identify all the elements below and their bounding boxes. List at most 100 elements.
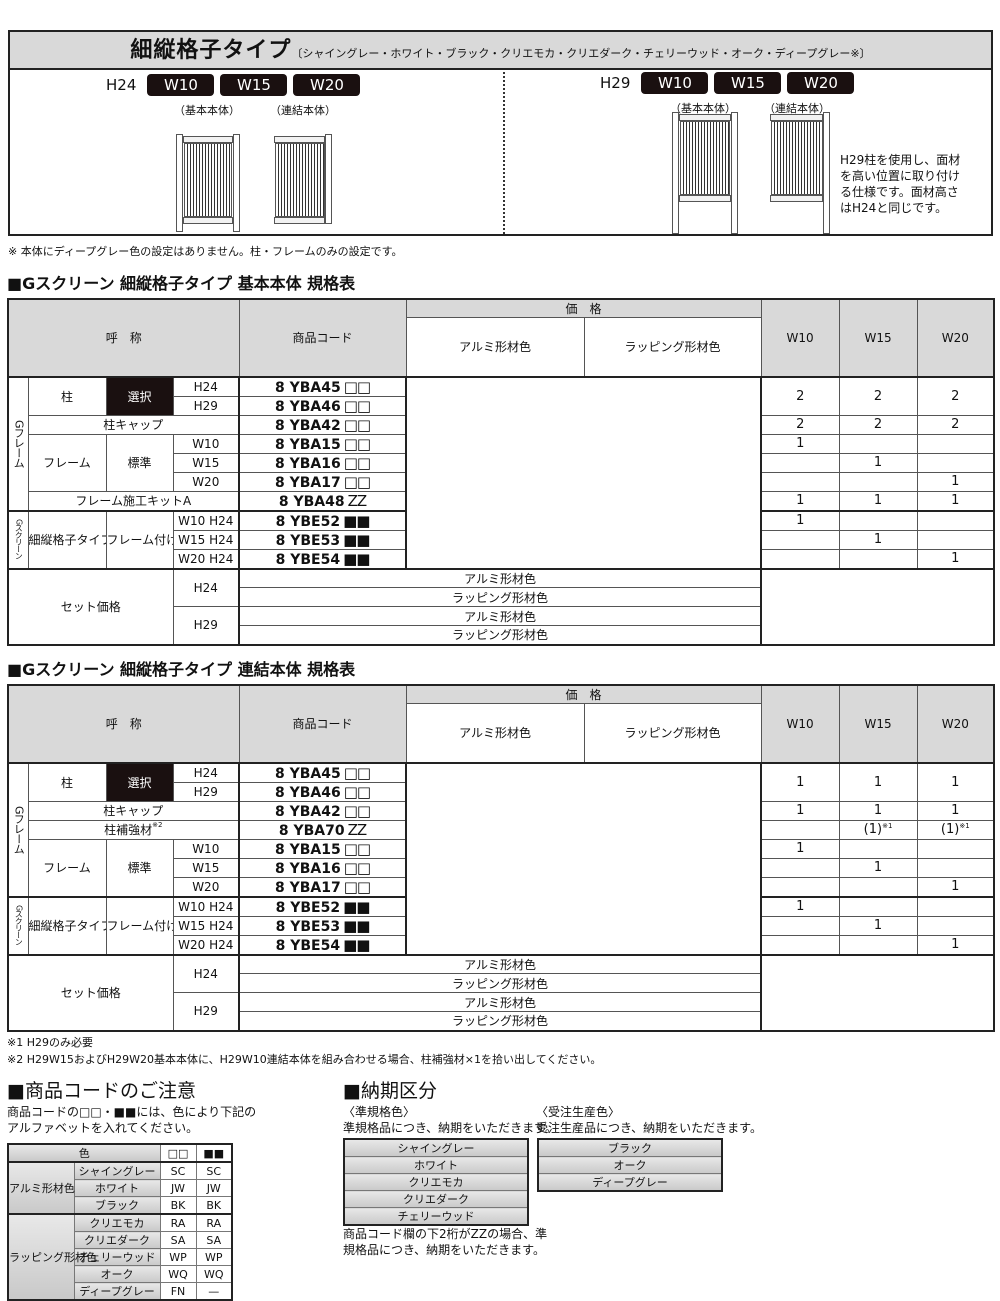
cell-text: ブラック [608,1142,652,1155]
color-name: クリエモカ [73,1213,161,1232]
color-name: オーク [73,1265,161,1283]
quantity: 1 [838,529,918,550]
table-row: ラッピング形材色 クリエモカ RA RA [7,1213,233,1301]
code-cell: 8 YBA15 □□ [238,433,408,454]
table-cell: W20 [172,876,240,897]
color-suffix: □□ [343,801,371,820]
caption-basic: （基本本体） [174,104,240,117]
cell-text: H24 [193,379,218,394]
code-cell: 8 YBA46 □□ [238,395,408,416]
cell-text: アルミ形材色 [464,995,536,1010]
list-item: ディープグレー [537,1173,723,1192]
cell-text: SA [170,1233,186,1247]
quantity: 1 [838,915,918,936]
cell-text: SA [206,1233,222,1247]
product-code: 8 YBA16 [274,860,341,877]
set-price-item: ラッピング形材色 [238,587,762,607]
table-row: セット価格 H24 アルミ形材色 [7,953,995,1031]
quantity: 2 [838,375,918,416]
quantity [838,895,918,917]
set-price-item: アルミ形材色 [238,992,762,1012]
table-row: W20 H24 8 YBE54 ■■ 1 [8,548,995,569]
quantity: 1 [916,934,995,955]
cell-text: 2 [796,388,805,404]
cell-text: 柱キャップ [103,418,164,432]
color-suffix: ZZ [347,491,368,510]
cell-text: WP [169,1250,187,1264]
color-name: チェリーウッド [73,1248,161,1266]
cell-text: W20 [941,330,969,345]
quantity [760,471,840,492]
table-cell: フレーム付け用 [105,509,174,569]
quantity [838,876,918,897]
set-price-item: アルミ形材色 [238,953,762,974]
cell-text: オーク [100,1268,134,1281]
cell-text: ラッピング形材色 [452,628,549,643]
header-code: 商品コード [238,298,407,377]
quantity [838,934,918,955]
deep-grey-footnote: ※ 本体にディープグレー色の設定はありません。柱・フレームのみの設定です。 [8,245,403,258]
cell-text: 価 格 [565,688,602,702]
cell-text: ブラック [95,1199,139,1212]
cell-text: 柱補強材 [104,823,153,837]
cell-text: アルミ形材色 [459,726,531,741]
table-cell: 柱 [27,761,107,802]
cell-text: W10 [786,716,814,731]
color-name: ディープグレー [537,1173,723,1192]
width-badge: W20 [293,74,361,96]
header-w15: W15 [838,684,918,763]
color-name: クリエダーク [73,1231,161,1249]
cell-text: クリエダーク [403,1193,469,1206]
color-name: チェリーウッド [343,1207,529,1226]
quantity: (1)※1 [916,819,995,840]
product-code: 8 YBE52 [275,899,341,916]
cell-text: 1 [951,774,960,790]
footnote-mark: ※1 [959,822,970,830]
cell-text: BK [170,1198,186,1212]
standard-color-desc: 〈準規格色〉 準規格品につき、納期をいただきます。 [343,1105,557,1135]
code-cell: 8 YBE53 ■■ [238,915,408,936]
header-alu: アルミ形材色 [405,317,585,377]
caption-connected: （連結本体） [270,104,336,117]
product-code: 8 YBA70 [278,822,345,839]
height-label: H29 [600,74,631,92]
product-code: 8 YBA46 [274,784,341,801]
cell-text: ラッピング形材色 [452,590,549,605]
table-cell: W15 H24 [172,529,240,550]
standard-color-list: シャイングレー ホワイト クリエモカ クリエダーク チェリーウッド [343,1138,529,1226]
quantity [916,838,995,859]
table-row: H29 8 YBA46 □□ [8,395,994,416]
cell-text: 1 [873,532,883,547]
quantity [916,857,995,878]
cell-text: WQ [203,1267,224,1281]
table-cell: H24 [172,567,240,607]
set-price-label: セット価格 [7,953,174,1031]
table-row: ディープグレー FN — [8,1282,233,1301]
quantity [760,857,840,878]
header-name: 呼 称 [7,298,240,377]
set-price-item: アルミ形材色 [238,567,762,588]
quantity: 1 [760,490,840,511]
code-cell: 8 YBE53 ■■ [238,529,408,550]
color-suffix: □□ [343,877,371,896]
table-row: H29 8 YBA46 □□ [8,781,994,802]
table-row: アルミ形材色 ラッピング形材色 [8,703,994,763]
cell-text: 柱 [60,389,73,404]
quantity [838,838,918,859]
cell-text: W10 [786,330,814,345]
color-name: ホワイト [73,1179,161,1197]
list-item: ブラック [537,1138,723,1157]
cell-text: RA [206,1216,222,1230]
cell-text: (1) [940,822,960,837]
table-cell: H29 [172,992,240,1031]
quantity: 1 [760,895,840,917]
cell-text: 1 [873,860,883,875]
cell-text: H24 [193,580,218,595]
code-white: WQ [159,1265,197,1283]
quantity: 1 [838,761,918,802]
cell-text: 1 [873,774,883,790]
cell-text: フレーム付け用 [106,919,172,933]
cell-text: 1 [873,493,883,508]
product-code: 8 YBA15 [274,436,341,453]
code-white: SC [159,1161,197,1180]
